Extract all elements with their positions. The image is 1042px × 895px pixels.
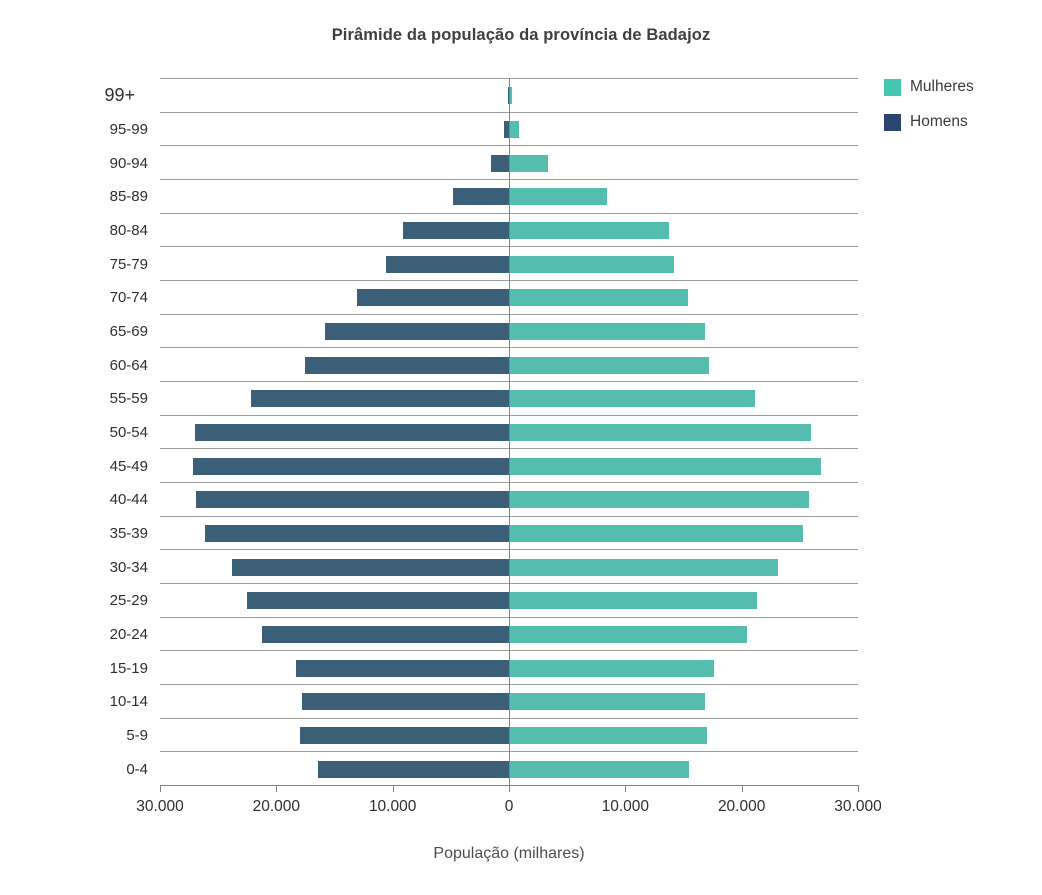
x-axis-tick-label: 30.000 [136, 798, 184, 815]
x-axis-tick [160, 786, 161, 792]
bar-homens-60-64 [305, 356, 509, 374]
y-axis-label-30-34: 30-34 [109, 558, 148, 576]
x-axis-tick-label: 0 [504, 798, 514, 815]
y-axis-label-20-24: 20-24 [109, 625, 148, 643]
bar-mulheres-99+ [510, 87, 512, 105]
bar-homens-50-54 [194, 423, 509, 441]
bar-mulheres-35-39 [510, 524, 804, 542]
bar-mulheres-5-9 [510, 726, 707, 744]
y-axis-label-25-29: 25-29 [109, 592, 148, 610]
bar-mulheres-85-89 [510, 188, 607, 206]
y-axis-label-40-44: 40-44 [109, 491, 148, 509]
bar-homens-70-74 [356, 289, 509, 307]
y-axis-label-45-49: 45-49 [109, 457, 148, 475]
legend-swatch-homens-icon [884, 113, 901, 131]
y-axis-label-10-14: 10-14 [109, 693, 148, 711]
legend-item-mulheres[interactable]: Mulheres [884, 76, 974, 98]
chart-title: Pirâmide da população da província de Ba… [331, 26, 711, 44]
x-axis-line [160, 785, 859, 786]
y-axis-label-55-59: 55-59 [109, 390, 148, 408]
y-axis-label-70-74: 70-74 [109, 289, 148, 307]
bar-homens-75-79 [385, 255, 509, 273]
bar-homens-15-19 [296, 659, 509, 677]
y-axis-label-65-69: 65-69 [109, 322, 148, 340]
x-axis-tick [741, 786, 743, 792]
x-axis-tick [858, 786, 859, 792]
x-axis-tick-label: 30.000 [834, 798, 882, 815]
bar-homens-85-89 [453, 188, 509, 206]
bar-mulheres-20-24 [510, 625, 748, 643]
bar-mulheres-60-64 [510, 356, 709, 374]
y-axis-label-0-4: 0-4 [126, 760, 148, 778]
x-axis-tick [625, 786, 627, 792]
bar-homens-5-9 [299, 726, 509, 744]
legend-label-mulheres: Mulheres [910, 78, 974, 95]
bar-mulheres-10-14 [510, 693, 706, 711]
y-axis-label-35-39: 35-39 [109, 524, 148, 542]
y-axis-label-85-89: 85-89 [109, 188, 148, 206]
legend-item-homens[interactable]: Homens [884, 111, 974, 133]
plot-area: 99+ 95-99 90-94 85-89 80-84 75-79 70-74 65-69 60… [104, 78, 858, 785]
bar-homens-10-14 [301, 693, 509, 711]
bar-homens-0-4 [318, 760, 509, 778]
y-axis-label-15-19: 15-19 [109, 659, 148, 677]
legend-label-homens: Homens [910, 113, 968, 130]
bar-mulheres-0-4 [510, 760, 690, 778]
zero-axis-line [509, 78, 510, 785]
bar-mulheres-50-54 [510, 423, 812, 441]
bar-mulheres-80-84 [510, 221, 670, 239]
y-axis-label-80-84: 80-84 [109, 221, 148, 239]
bar-homens-55-59 [250, 390, 509, 408]
y-axis-label-75-79: 75-79 [109, 255, 148, 273]
bar-homens-90-94 [490, 154, 509, 172]
bar-homens-40-44 [196, 491, 509, 509]
y-axis-label-90-94: 90-94 [109, 154, 148, 172]
bar-mulheres-75-79 [510, 255, 675, 273]
bar-mulheres-45-49 [510, 457, 821, 475]
bar-homens-45-49 [192, 457, 509, 475]
bar-homens-99+ [508, 87, 509, 105]
bar-mulheres-95-99 [510, 120, 519, 138]
y-axis-label-95-99: 95-99 [109, 120, 148, 138]
bar-homens-20-24 [262, 625, 509, 643]
bar-mulheres-55-59 [510, 390, 756, 408]
x-axis-tick [392, 786, 394, 792]
x-axis-title: População (milhares) [433, 845, 585, 862]
bar-homens-80-84 [403, 221, 509, 239]
y-axis-label-60-64: 60-64 [109, 356, 148, 374]
x-axis-tick-label: 20.000 [717, 798, 766, 815]
bar-homens-65-69 [325, 322, 509, 340]
bar-mulheres-65-69 [510, 322, 706, 340]
bar-homens-30-34 [232, 558, 509, 576]
legend-swatch-mulheres-icon [884, 78, 901, 96]
bar-mulheres-90-94 [510, 154, 549, 172]
bar-homens-95-99 [503, 120, 509, 138]
y-axis-label-99+: 99+ [104, 85, 135, 106]
x-axis-tick [509, 786, 510, 792]
y-axis-label-50-54: 50-54 [109, 423, 148, 441]
bar-mulheres-70-74 [510, 289, 688, 307]
pyramid-row-20-24: 20-24 [110, 616, 858, 651]
bar-homens-35-39 [205, 524, 509, 542]
pyramid-row-25-29: 25-29 [110, 583, 858, 617]
legend: Mulheres Homens [884, 76, 974, 146]
y-axis-label-5-9: 5-9 [126, 726, 148, 744]
bar-mulheres-25-29 [510, 592, 757, 610]
x-axis-tick [276, 786, 278, 792]
bar-mulheres-15-19 [510, 659, 714, 677]
pyramid-row-30-34: 30-34 [110, 549, 858, 583]
bar-homens-25-29 [247, 592, 509, 610]
x-axis-tick-label: 10.000 [368, 798, 417, 815]
x-axis-tick-label: 20.000 [252, 798, 301, 815]
bar-mulheres-40-44 [510, 491, 809, 509]
bar-mulheres-30-34 [510, 558, 778, 576]
x-axis-tick-label: 10.000 [601, 798, 650, 815]
